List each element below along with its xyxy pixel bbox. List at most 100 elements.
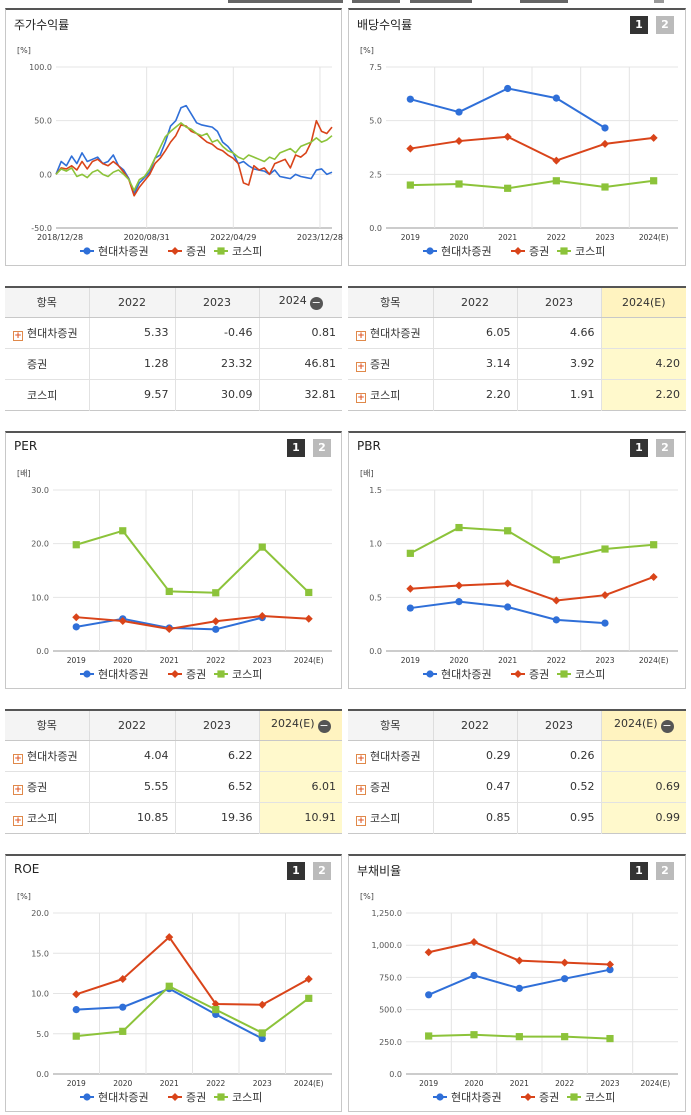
collapse-minus-icon[interactable]: − [317, 719, 331, 734]
expand-plus-icon[interactable]: + [356, 330, 366, 341]
y-tick-label: 5.0 [36, 1030, 49, 1039]
chart-2-button[interactable]: 2 [656, 439, 674, 457]
table-row: + 코스피 10.85 19.36 10.91 [5, 802, 342, 833]
top-tab-4[interactable] [520, 0, 568, 3]
table-cell: 6.01 [258, 771, 342, 803]
top-tab-1[interactable] [228, 0, 343, 3]
data-point [560, 958, 569, 967]
y-unit-label: [%] [360, 46, 374, 55]
top-tab-2[interactable] [352, 0, 400, 3]
chart-1-button[interactable]: 1 [287, 439, 305, 457]
expand-plus-icon[interactable]: + [356, 815, 366, 826]
row-label[interactable]: + 증권 [348, 348, 433, 380]
row-label[interactable]: + 현대차증권 [5, 317, 89, 349]
x-tick-label: 2023 [600, 1079, 619, 1088]
table-cell: 1.28 [88, 348, 175, 380]
table-cell: 0.26 [516, 740, 601, 772]
x-tick-label: 2019 [401, 656, 420, 665]
chart-1-button[interactable]: 1 [630, 16, 648, 34]
x-tick-label: 2021 [498, 233, 517, 242]
collapse-minus-icon[interactable]: − [660, 719, 674, 734]
expand-plus-icon[interactable]: + [356, 392, 366, 403]
row-label[interactable]: + 증권 [5, 771, 89, 803]
collapse-minus-icon[interactable]: − [309, 296, 323, 311]
data-point [552, 556, 560, 564]
legend-label: 증권 [529, 668, 549, 681]
data-point [601, 139, 609, 148]
expand-plus-icon[interactable]: + [356, 753, 366, 764]
row-label[interactable]: + 현대차증권 [348, 317, 433, 349]
table-cell: 4.04 [88, 740, 175, 772]
x-tick-label: 2018/12/28 [37, 233, 83, 242]
row-label[interactable]: + 코스피 [13, 811, 58, 826]
table-cell: 0.85 [432, 802, 517, 833]
table-cell: 0.69 [600, 771, 686, 803]
series-line [75, 936, 310, 1006]
table-row: + 코스피 2.20 1.91 2.20 [348, 379, 686, 410]
table-header-label: 항목 [5, 710, 89, 741]
row-label: 코스피 [27, 388, 58, 402]
legend-label: 코스피 [575, 245, 605, 258]
data-point [650, 541, 658, 549]
row-label[interactable]: + 코스피 [356, 388, 401, 403]
data-point [649, 133, 658, 142]
top-tab-more[interactable] [654, 0, 664, 3]
legend-label: 증권 [529, 245, 549, 258]
x-tick-label: 2020 [113, 1079, 132, 1088]
y-tick-label: 0.0 [389, 1070, 402, 1079]
series-line [76, 615, 309, 630]
y-tick-label: 20.0 [31, 909, 49, 918]
expand-plus-icon[interactable]: + [13, 330, 23, 341]
chart-2-button[interactable]: 2 [313, 862, 331, 880]
table-cell: 10.91 [258, 802, 342, 833]
table-header-year: 2024(E) − [600, 710, 686, 741]
top-tab-3[interactable] [410, 0, 472, 3]
data-point [470, 937, 478, 946]
panel-title: 부채비율 [357, 864, 402, 878]
x-tick-label: 2019 [419, 1079, 438, 1088]
table-row: 증권 1.28 23.32 46.81 [5, 348, 342, 380]
chart-2-button[interactable]: 2 [656, 16, 674, 34]
legend-label: 코스피 [232, 245, 262, 258]
table-cell: 5.55 [88, 771, 175, 803]
chart-1-button[interactable]: 1 [630, 862, 648, 880]
expand-plus-icon[interactable]: + [13, 753, 23, 764]
data-point [504, 184, 512, 192]
legend-marker [171, 670, 179, 678]
row-label[interactable]: + 현대차증권 [5, 740, 89, 772]
expand-plus-icon[interactable]: + [13, 815, 23, 826]
panel-title: 배당수익률 [357, 18, 413, 32]
table-cell: 32.81 [258, 379, 342, 410]
chart-1-button[interactable]: 1 [287, 862, 305, 880]
roe-chart: [%]20.0 15.0 10.0 5.0 0.0 2019 2020 2021 2022 202… [17, 892, 332, 1104]
y-unit-label: [%] [360, 892, 374, 901]
y-tick-label: 5.0 [369, 117, 382, 126]
expand-plus-icon[interactable]: + [356, 361, 366, 372]
data-point [258, 543, 266, 551]
row-label[interactable]: + 증권 [348, 771, 433, 803]
data-point [406, 584, 415, 593]
y-tick-label: 30.0 [31, 486, 49, 495]
chart-2-button[interactable]: 2 [313, 439, 331, 457]
series-line [76, 987, 263, 1040]
table-row: + 현대차증권 0.29 0.26 [348, 740, 686, 772]
x-tick-label: 2019 [401, 233, 420, 242]
expand-plus-icon[interactable]: + [356, 784, 366, 795]
data-point [406, 95, 414, 103]
panel-title: 주가수익률 [14, 18, 70, 32]
row-label[interactable]: + 현대차증권 [348, 740, 433, 772]
table-header-year: 2023 [516, 287, 601, 318]
x-tick-label: 2020 [113, 656, 132, 665]
series-line [75, 529, 310, 594]
chart-2-button[interactable]: 2 [656, 862, 674, 880]
row-label[interactable]: + 코스피 [356, 811, 401, 826]
table-cell [600, 740, 686, 772]
expand-plus-icon[interactable]: + [13, 784, 23, 795]
data-point [504, 84, 512, 93]
chart-1-button[interactable]: 1 [630, 439, 648, 457]
dividend-yield-chart: [%] 7.5 5.0 2.5 0.0 2019 2020 2021 2022 2023 2024(… [360, 46, 678, 258]
data-point [470, 1031, 478, 1039]
y-tick-label: 1.0 [369, 540, 382, 549]
data-point [165, 624, 174, 633]
y-unit-label: [%] [17, 46, 31, 55]
